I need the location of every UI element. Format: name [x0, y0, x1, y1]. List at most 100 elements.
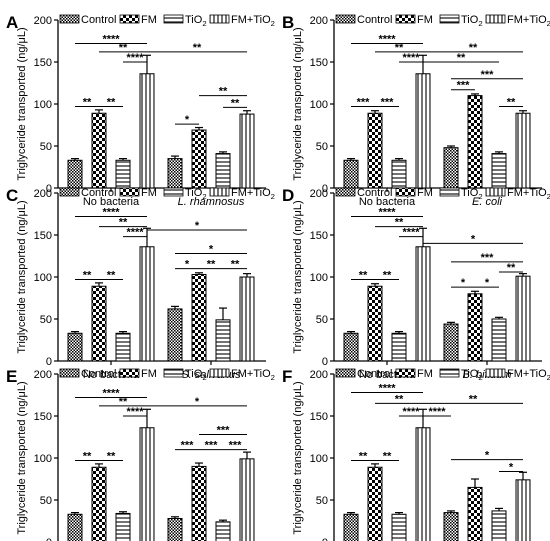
significance-label: ** [119, 217, 128, 229]
legend-entry: FM [417, 14, 433, 26]
significance-label: ** [83, 97, 92, 109]
bar-3 [239, 458, 255, 541]
y-tick-label: 50 [40, 495, 52, 507]
legend-swatch [59, 187, 80, 197]
x-tick-label: No bacteria [359, 196, 416, 208]
bar-3 [139, 246, 155, 362]
significance-label: ** [231, 97, 240, 109]
legend-swatch [119, 187, 140, 197]
significance-label: ** [383, 270, 392, 282]
y-tick-label: 150 [310, 230, 328, 242]
legend-swatch [439, 187, 460, 197]
bar-0 [443, 512, 459, 541]
legend-swatch [395, 14, 416, 24]
legend: Control FM TiO2​ FM+TiO2​ [59, 187, 275, 201]
bar-0 [343, 513, 359, 541]
x-tick-label: E. coli [472, 196, 503, 208]
y-tick-label: 0 [46, 183, 52, 195]
legend-entry: Control [357, 14, 392, 26]
legend-entry: FM [141, 368, 157, 380]
legend-swatch [335, 187, 356, 197]
bar-1 [467, 486, 483, 541]
significance-label: **** [126, 52, 144, 64]
bar-0 [67, 332, 83, 362]
bar-1 [367, 285, 383, 362]
bar-1 [91, 112, 107, 189]
y-tick-label: 0 [322, 537, 328, 541]
bar-2 [215, 319, 231, 362]
bar-1 [467, 293, 483, 362]
bar-0 [443, 323, 459, 362]
panel-label: D [282, 186, 294, 205]
y-axis-label: Triglyceride transported (ng/μL) [292, 381, 304, 534]
legend: Control FM TiO2​ FM+TiO2​ [59, 14, 275, 28]
y-tick-label: 100 [310, 453, 328, 465]
bar-1 [91, 466, 107, 541]
bar-1 [467, 95, 483, 189]
legend-entry: FM [417, 368, 433, 380]
y-axis-label: Triglyceride transported (ng/μL) [16, 27, 28, 180]
bar-0 [343, 332, 359, 362]
significance-label: *** [205, 440, 219, 452]
y-tick-label: 0 [46, 537, 52, 541]
legend-swatch [335, 14, 356, 24]
y-axis-label: Triglyceride transported (ng/μL) [16, 381, 28, 534]
y-tick-label: 0 [322, 356, 328, 368]
legend-entry: TiO2​ [185, 187, 207, 201]
bar-0 [67, 513, 83, 541]
significance-label: * [461, 277, 466, 289]
legend-swatch [335, 368, 356, 378]
bar-2 [215, 153, 231, 189]
legend-entry: Control [81, 187, 116, 199]
significance-label: * [195, 396, 200, 408]
legend-entry: FM+TiO2​ [231, 368, 275, 382]
significance-label: *** [457, 80, 471, 92]
bar-2 [391, 159, 407, 189]
significance-label: * [185, 259, 190, 271]
bar-2 [391, 513, 407, 541]
legend-swatch [119, 14, 140, 24]
bar-0 [343, 159, 359, 189]
legend-entry: FM [417, 187, 433, 199]
y-tick-label: 0 [322, 183, 328, 195]
legend-entry: Control [81, 368, 116, 380]
significance-label: *** [381, 97, 395, 109]
y-tick-label: 150 [310, 57, 328, 69]
bar-1 [91, 285, 107, 362]
legend-entry: FM+TiO2​ [231, 187, 275, 201]
bar-1 [191, 129, 207, 189]
legend-entry: Control [357, 187, 392, 199]
significance-label: ** [469, 393, 478, 405]
legend-entry: Control [357, 368, 392, 380]
legend: Control FM TiO2​ FM+TiO2​ [335, 368, 550, 382]
significance-label: **** [402, 227, 420, 239]
significance-label: **** [402, 52, 420, 64]
bar-3 [239, 276, 255, 362]
legend-entry: TiO2​ [461, 368, 483, 382]
bar-2 [391, 332, 407, 362]
panel-label: C [6, 186, 18, 205]
bar-0 [167, 517, 183, 541]
legend-swatch [119, 368, 140, 378]
y-tick-label: 50 [316, 314, 328, 326]
significance-label: **** [102, 207, 120, 219]
y-tick-label: 0 [46, 356, 52, 368]
legend: Control FM TiO2​ FM+TiO2​ [335, 14, 550, 28]
bar-3 [415, 427, 431, 541]
bar-2 [215, 521, 231, 541]
bar-1 [367, 466, 383, 541]
significance-label: ** [83, 270, 92, 282]
y-tick-label: 50 [40, 314, 52, 326]
significance-label: ** [207, 259, 216, 271]
legend-entry: TiO2​ [461, 187, 483, 201]
significance-label: ** [219, 86, 228, 98]
significance-label: **** [102, 34, 120, 46]
x-tick-label: L. rhamnosus [178, 196, 245, 208]
bar-0 [167, 308, 183, 362]
legend-swatch [59, 14, 80, 24]
significance-label: ** [383, 451, 392, 463]
y-tick-label: 100 [310, 272, 328, 284]
bar-3 [239, 113, 255, 189]
panel-label: E [6, 367, 17, 386]
